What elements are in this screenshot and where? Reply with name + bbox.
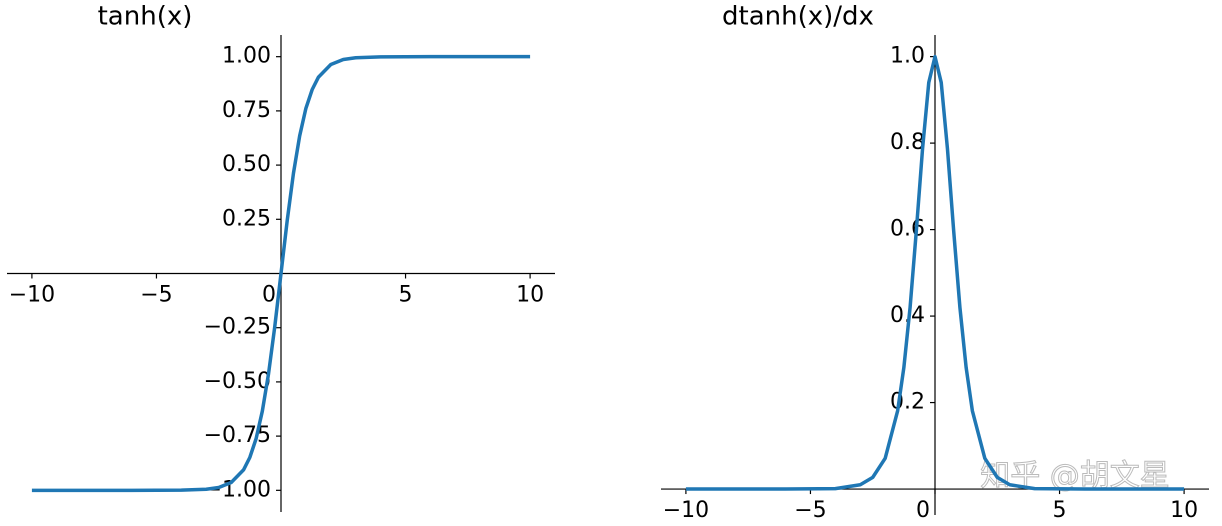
y-tick-label: 1.0 (890, 44, 925, 69)
line (685, 54, 1185, 491)
y-tick-label: 0.50 (222, 152, 271, 177)
x-tick-label: 5 (1053, 498, 1067, 523)
x-tick-label: −10 (9, 283, 55, 308)
chart-title: tanh(x) (98, 2, 193, 32)
y-tick-label: −1.00 (204, 477, 271, 502)
x-tick-label: 5 (399, 283, 413, 308)
x-tick-label: 0 (916, 498, 930, 523)
y-tick-label: −0.75 (204, 423, 271, 448)
x-tick-label: −10 (663, 498, 709, 523)
watermark: 知乎 @胡文星 (980, 459, 1170, 494)
y-tick-label: 0.6 (890, 217, 925, 242)
y-tick-label: 0.75 (222, 98, 271, 123)
y-tick-label: −0.50 (204, 369, 271, 394)
x-tick-label: 10 (516, 283, 544, 308)
line (31, 54, 531, 493)
y-tick-label: 0.25 (222, 206, 271, 231)
x-tick-label: 10 (1170, 498, 1198, 523)
x-tick-label: −5 (794, 498, 826, 523)
y-tick-label: 0.2 (890, 390, 925, 415)
x-tick-label: −5 (140, 283, 172, 308)
y-tick-label: 0.8 (890, 130, 925, 155)
y-tick-label: 1.00 (222, 44, 271, 69)
chart-title: dtanh(x)/dx (722, 2, 874, 32)
x-tick-label: 0 (262, 283, 276, 308)
y-tick-label: −0.25 (204, 315, 271, 340)
